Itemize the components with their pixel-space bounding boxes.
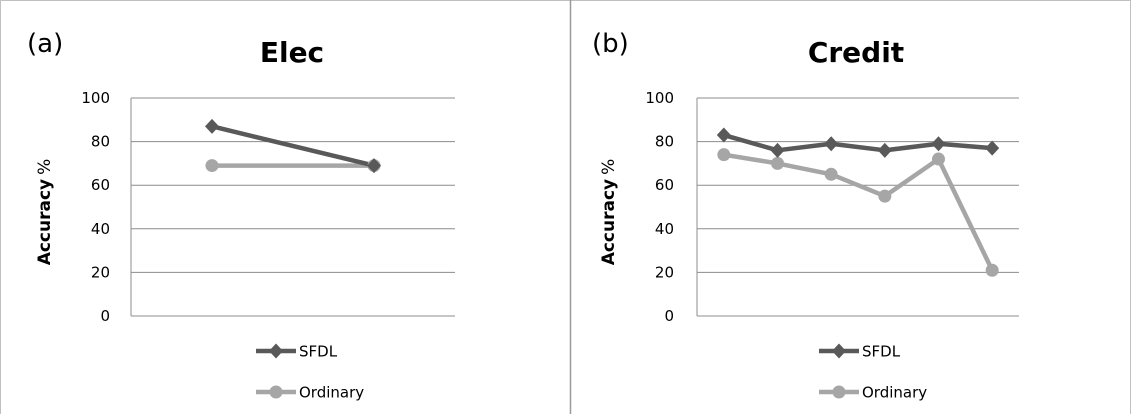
y-tick-label: 60	[91, 176, 110, 194]
data-point-ordinary	[985, 263, 999, 277]
legend-marker-ordinary	[832, 385, 846, 399]
panel-label: (b)	[592, 29, 629, 59]
y-axis-title: Accuracy%	[35, 159, 55, 266]
chart-title: Elec	[260, 36, 324, 69]
y-tick-label: 100	[645, 89, 674, 107]
legend-label-ordinary: Ordinary	[299, 384, 364, 402]
chart-title: Credit	[808, 36, 904, 69]
data-point-ordinary	[717, 148, 731, 162]
y-tick-label: 20	[655, 263, 674, 281]
data-point-ordinary	[932, 152, 945, 166]
panel-label: (a)	[27, 29, 63, 59]
data-point-sfdl	[770, 142, 785, 158]
data-point-ordinary	[824, 167, 838, 181]
data-point-ordinary	[771, 156, 784, 170]
series-layer	[716, 127, 1000, 277]
legend-marker-sfdl	[832, 343, 846, 359]
y-tick-label: 80	[91, 133, 110, 151]
data-point-ordinary	[878, 189, 892, 203]
gridlines	[696, 97, 1019, 317]
series-line-sfdl	[211, 124, 375, 168]
data-point-sfdl	[716, 127, 731, 143]
data-point-sfdl	[931, 136, 946, 152]
data-point-sfdl	[205, 118, 219, 134]
data-point-sfdl	[877, 142, 892, 158]
y-axis-title-unit: %	[35, 159, 55, 175]
y-tick-labels: 0 20 40 60 80 100	[81, 89, 110, 325]
y-axis-title-text: Accuracy	[35, 179, 55, 265]
legend-label-ordinary: Ordinary	[862, 384, 927, 402]
y-axis-title-text: Accuracy	[599, 179, 619, 265]
y-tick-label: 60	[655, 176, 674, 194]
y-tick-labels: 0 20 40 60 80 100	[645, 89, 674, 325]
legend-label-sfdl: SFDL	[862, 343, 901, 361]
y-tick-label: 0	[100, 307, 110, 325]
data-point-sfdl	[367, 158, 381, 174]
chart-panel-elec: (a) Elec 0 20 40 60 80 100 Accuracy% SFDL Ordi…	[27, 29, 455, 402]
legend-label-sfdl: SFDL	[299, 343, 338, 361]
y-tick-label: 20	[91, 263, 110, 281]
chart-panel-credit: (b) Credit 0 20 40 60 80 100 Accuracy% SFDL Or…	[592, 29, 1019, 402]
series-layer	[205, 118, 381, 174]
legend: SFDL Ordinary	[819, 343, 927, 402]
data-point-sfdl	[824, 136, 839, 152]
data-point-ordinary	[205, 159, 219, 173]
y-tick-label: 80	[655, 133, 674, 151]
y-axis-title: Accuracy%	[599, 159, 619, 266]
legend-marker-sfdl	[269, 343, 283, 359]
y-tick-label: 40	[655, 220, 674, 238]
y-tick-label: 40	[91, 220, 110, 238]
legend-marker-ordinary	[269, 385, 283, 399]
y-tick-label: 100	[81, 89, 110, 107]
y-axis-title-unit: %	[599, 159, 619, 175]
series-line-ordinary	[723, 152, 995, 272]
gridlines	[130, 97, 455, 317]
legend: SFDL Ordinary	[256, 343, 364, 402]
data-point-sfdl	[985, 140, 1000, 156]
y-tick-label: 0	[664, 307, 674, 325]
series-line-sfdl	[723, 132, 993, 153]
